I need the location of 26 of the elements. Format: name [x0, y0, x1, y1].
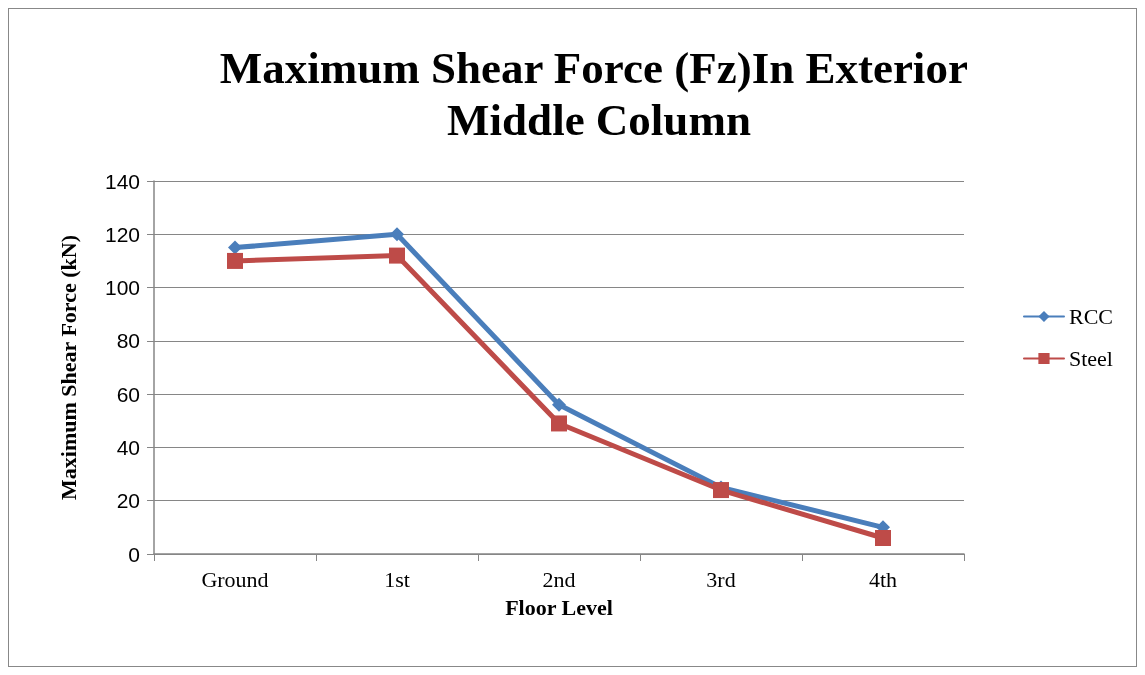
y-tick-label: 80 — [116, 329, 140, 353]
x-axis-title: Floor Level — [505, 594, 613, 620]
y-axis-title: Maximum Shear Force (kN) — [55, 235, 81, 500]
y-tick-label: 60 — [116, 382, 140, 406]
y-tick-label: 20 — [116, 489, 140, 513]
point — [389, 247, 405, 264]
legend-label: Steel — [1068, 346, 1113, 371]
x-tick-label: 3rd — [706, 566, 736, 592]
legend-label: RCC — [1068, 304, 1114, 329]
x-tick-label: Ground — [201, 566, 269, 592]
y-tick-label: 120 — [104, 222, 140, 246]
y-tick-label: 140 — [104, 169, 140, 193]
point — [713, 482, 729, 499]
y-tick-label: 0 — [128, 542, 140, 566]
y-tick-label: 100 — [104, 276, 140, 300]
point — [390, 227, 404, 242]
x-tick-label: 4th — [868, 566, 898, 592]
point — [228, 240, 242, 255]
chart-title: Maximum Shear Force (Fz)In Exterior Middle Column — [219, 43, 979, 145]
point — [551, 415, 567, 432]
point — [552, 397, 566, 412]
x-tick-label: 1st — [384, 566, 410, 592]
point — [227, 252, 243, 269]
y-tick-label: 40 — [116, 435, 140, 459]
x-tick-label: 2nd — [542, 566, 576, 592]
point — [875, 530, 891, 547]
